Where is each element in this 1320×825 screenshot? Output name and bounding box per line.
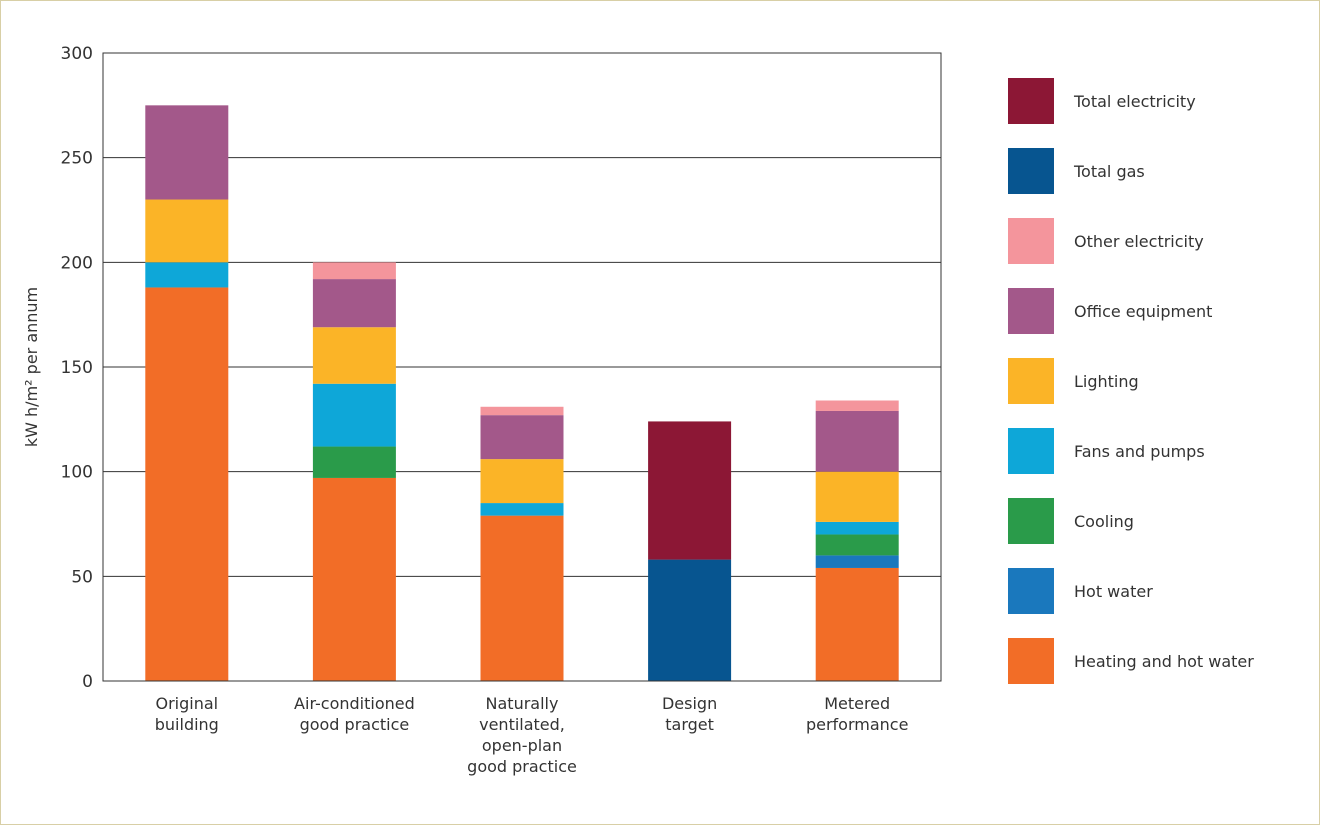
bar-segment <box>312 446 396 478</box>
bar-segment <box>145 287 229 681</box>
legend-label: Lighting <box>1074 372 1139 391</box>
x-category-label: Design target <box>662 694 717 734</box>
legend-label: Fans and pumps <box>1074 442 1205 461</box>
legend-swatch <box>1008 568 1054 614</box>
bar-segment <box>815 400 899 411</box>
bar-segment <box>480 406 564 416</box>
legend-label: Total electricity <box>1073 92 1196 111</box>
bar-segment <box>480 503 564 516</box>
x-category-label: Air-conditioned good practice <box>294 694 415 734</box>
bar-segment <box>648 559 732 681</box>
legend-swatch <box>1008 218 1054 264</box>
bars <box>145 105 899 681</box>
legend: Total electricity Total gas Other electric… <box>1008 78 1254 684</box>
legend-swatch <box>1008 638 1054 684</box>
bar-segment <box>145 199 229 263</box>
x-category-label: Metered performance <box>806 694 908 734</box>
bar-segment <box>145 262 229 288</box>
gridlines <box>103 157 941 577</box>
bar-segment <box>815 534 899 556</box>
plot-area-border <box>102 52 942 682</box>
x-category-label: Naturally ventilated, open-plan good practi… <box>467 694 577 776</box>
x-category-label: Original building <box>155 694 219 734</box>
legend-label: Hot water <box>1074 582 1153 601</box>
bar-segment <box>312 327 396 384</box>
legend-swatch <box>1008 148 1054 194</box>
bar-segment <box>312 262 396 280</box>
legend-swatch <box>1008 288 1054 334</box>
y-axis-ticks: 0 50 100 150 200 250 300 <box>61 44 93 692</box>
y-axis-label: kW h/m² per annum <box>22 287 41 447</box>
bar-segment <box>312 279 396 328</box>
legend-label: Heating and hot water <box>1074 652 1254 671</box>
y-tick-label: 250 <box>61 149 93 169</box>
legend-swatch <box>1008 78 1054 124</box>
legend-label: Total gas <box>1073 162 1145 181</box>
y-tick-label: 300 <box>61 44 93 64</box>
legend-swatch <box>1008 358 1054 404</box>
y-tick-label: 150 <box>61 358 93 378</box>
bar-segment <box>815 555 899 568</box>
y-tick-label: 0 <box>82 672 93 692</box>
bar-segment <box>815 471 899 522</box>
bar-segment <box>480 459 564 504</box>
bar-segment <box>815 521 899 535</box>
bar-segment <box>312 477 396 681</box>
legend-label: Other electricity <box>1074 232 1204 251</box>
legend-swatch <box>1008 498 1054 544</box>
bar-segment <box>815 567 899 681</box>
legend-label: Office equipment <box>1074 302 1212 321</box>
bar-segment <box>312 383 396 447</box>
bar-segment <box>648 421 732 560</box>
y-tick-label: 200 <box>61 253 93 273</box>
legend-swatch <box>1008 428 1054 474</box>
bar-segment <box>480 415 564 460</box>
y-tick-label: 100 <box>61 463 93 483</box>
legend-label: Cooling <box>1074 512 1134 531</box>
x-axis-categories: Original building Air-conditioned good prac… <box>155 694 909 776</box>
bar-segment <box>480 515 564 681</box>
bar-segment <box>145 105 229 200</box>
y-tick-label: 50 <box>71 567 93 587</box>
bar-segment <box>815 410 899 472</box>
